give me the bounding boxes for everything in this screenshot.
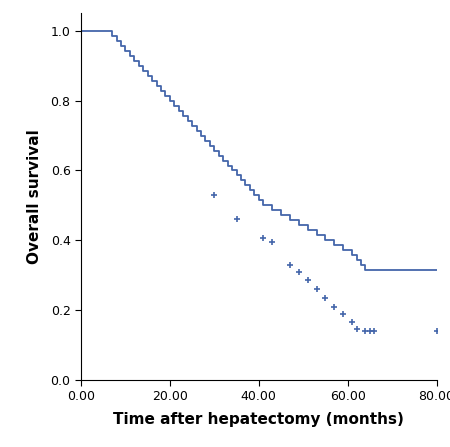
X-axis label: Time after hepatectomy (months): Time after hepatectomy (months) — [113, 412, 404, 427]
Y-axis label: Overall survival: Overall survival — [27, 129, 42, 264]
